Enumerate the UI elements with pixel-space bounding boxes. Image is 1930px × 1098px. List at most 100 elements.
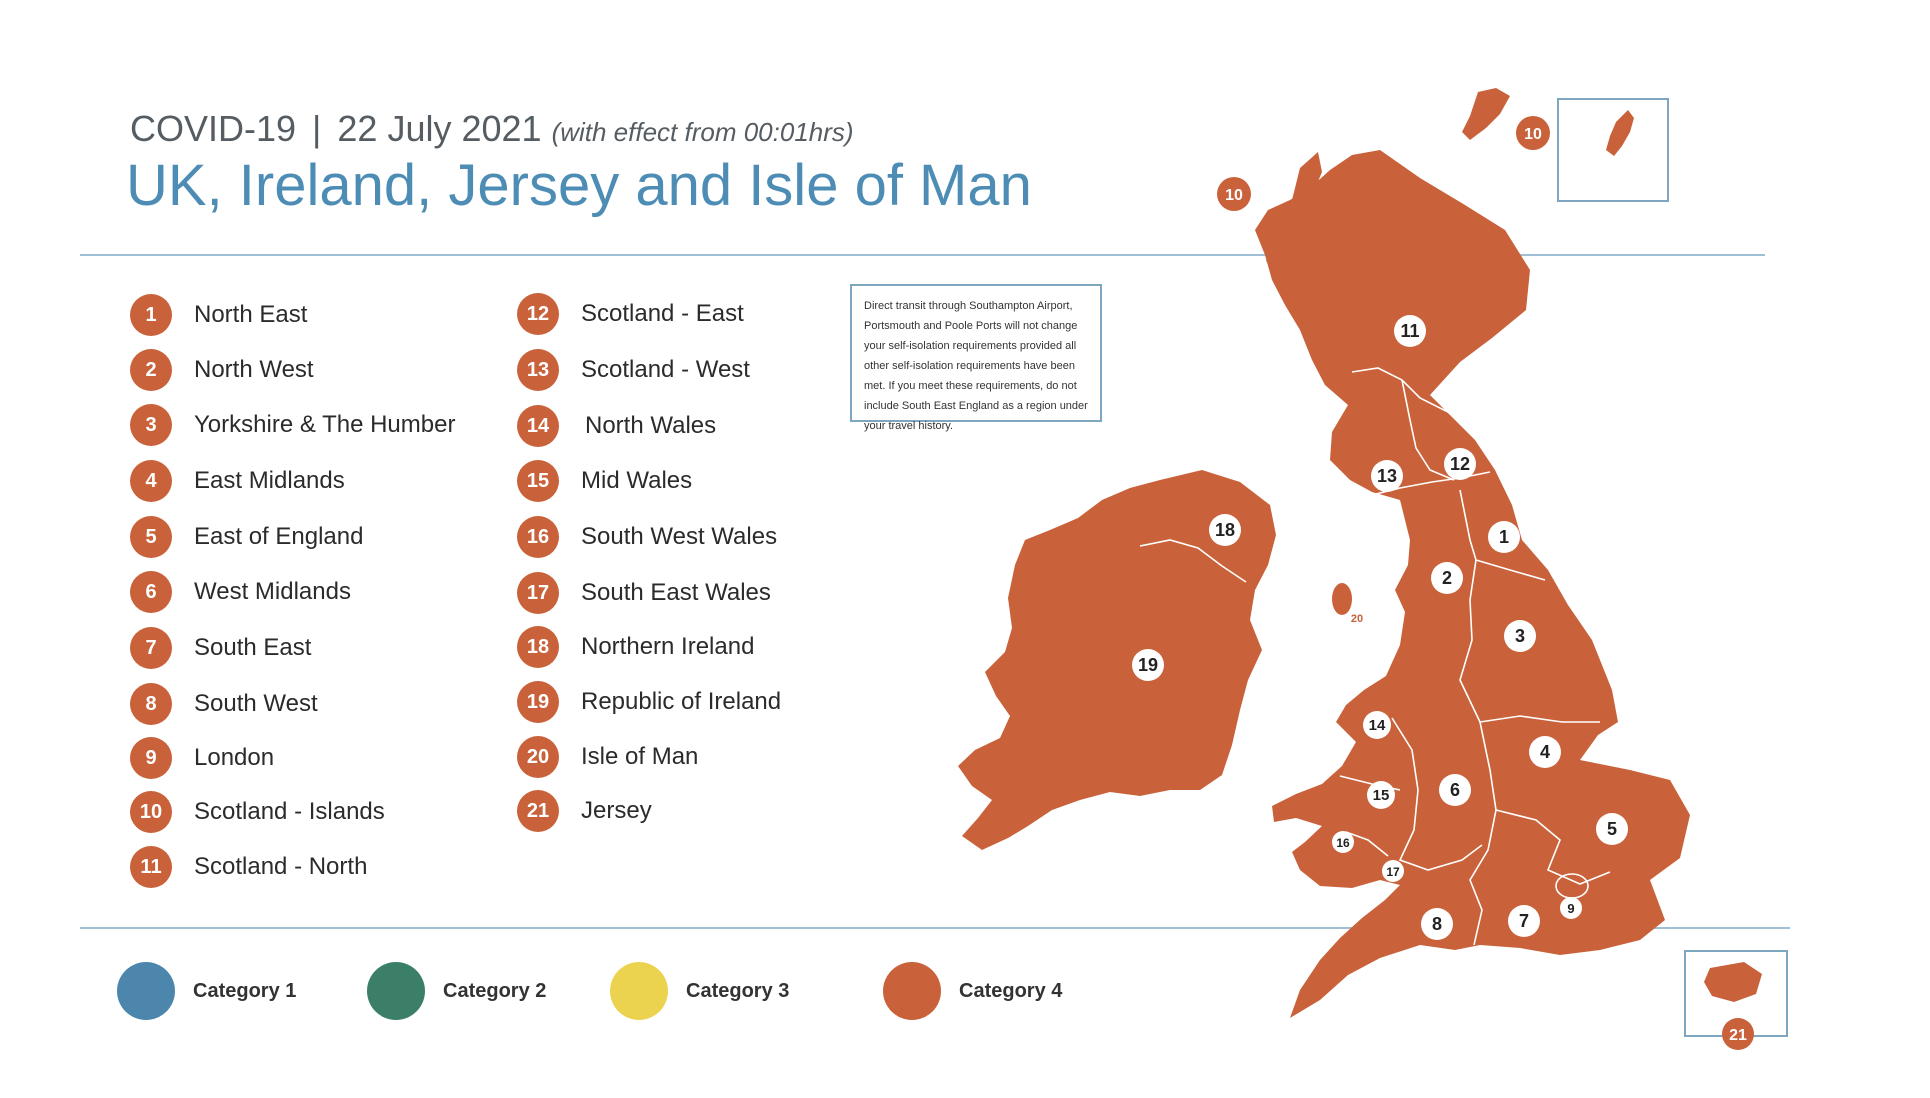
region-label: North Wales	[585, 412, 717, 439]
map-marker-20-label: 20	[1351, 613, 1363, 625]
map-marker-10-western-isles: 10	[1217, 177, 1251, 211]
region-label: London	[194, 744, 275, 771]
region-number-badge: 7	[130, 627, 172, 669]
jersey-inset-island	[1704, 962, 1762, 1002]
ireland-landmass	[958, 470, 1276, 850]
map-marker-19: 19	[1132, 649, 1164, 681]
region-number-badge: 1	[130, 294, 172, 336]
legend-item-north-wales: 14 North Wales	[517, 403, 716, 449]
legend-item-west-midlands: 6 West Midlands	[130, 569, 351, 615]
bottom-divider	[80, 927, 1790, 929]
category-1-label: Category 1	[193, 979, 297, 1002]
category-3-label: Category 3	[686, 979, 790, 1002]
border-scotland-north	[1351, 367, 1471, 431]
map-marker-11-label: 11	[1400, 321, 1419, 341]
region-number-badge: 17	[517, 572, 559, 614]
legend-item-south-east-wales: 17 South East Wales	[517, 570, 771, 616]
legend-item-south-west-wales: 16 South West Wales	[517, 514, 777, 560]
map-marker-10-shetland: 10	[1516, 116, 1550, 150]
map-marker-3-label: 3	[1515, 626, 1525, 646]
map-marker-16: 16	[1332, 831, 1354, 853]
map-marker-7: 7	[1508, 905, 1540, 937]
region-markers: 1 2 3 4 5 6 7 8	[1132, 116, 1754, 1050]
map-marker-18: 18	[1209, 514, 1241, 546]
region-number-badge: 2	[130, 349, 172, 391]
region-label: East Midlands	[194, 467, 345, 494]
region-number-badge: 20	[517, 736, 559, 778]
effect-note: (with effect from 00:01hrs)	[551, 117, 854, 147]
border-east-south-east	[1495, 809, 1611, 885]
region-number-badge: 5	[130, 516, 172, 558]
map-marker-19-label: 19	[1138, 655, 1158, 675]
orkney-shetland-landmass	[1462, 88, 1510, 140]
category-4-swatch	[883, 962, 941, 1020]
category-4-legend: Category 4	[883, 962, 1062, 1020]
category-3-swatch	[610, 962, 668, 1020]
border-north-west-yorkshire	[1459, 559, 1481, 723]
map-marker-14: 14	[1363, 711, 1391, 739]
map-marker-17-label: 17	[1386, 865, 1400, 879]
border-midlands-west	[1469, 721, 1497, 946]
isle-of-man-landmass	[1332, 583, 1352, 615]
region-label: Republic of Ireland	[581, 688, 782, 715]
map-marker-12: 12	[1444, 448, 1476, 480]
category-2-swatch	[367, 962, 425, 1020]
map-title: UK, Ireland, Jersey and Isle of Man	[126, 153, 1032, 218]
legend-item-jersey: 21 Jersey	[517, 788, 652, 834]
region-label: Northern Ireland	[581, 633, 755, 660]
region-number-badge: 18	[517, 626, 559, 668]
border-london	[1555, 873, 1589, 899]
legend-item-scotland-west: 13 Scotland - West	[517, 347, 750, 393]
region-number-badge: 10	[130, 791, 172, 833]
legend-item-northern-ireland: 18 Northern Ireland	[517, 624, 754, 670]
category-4-label: Category 4	[959, 979, 1063, 1002]
region-number-badge: 8	[130, 683, 172, 725]
region-label: South East Wales	[581, 579, 771, 606]
region-number-badge: 3	[130, 404, 172, 446]
map-marker-14-label: 14	[1369, 717, 1386, 734]
map-marker-3: 3	[1504, 620, 1536, 652]
region-number-badge: 15	[517, 460, 559, 502]
map-marker-12-label: 12	[1450, 454, 1470, 474]
map-marker-6: 6	[1439, 774, 1471, 806]
region-label: Scotland - Islands	[194, 798, 385, 825]
legend-item-scotland-islands: 10 Scotland - Islands	[130, 789, 385, 835]
category-2-label: Category 2	[443, 979, 547, 1002]
map-marker-21: 21	[1722, 1018, 1754, 1050]
map-marker-9-label: 9	[1567, 901, 1574, 916]
region-label: West Midlands	[194, 578, 351, 605]
western-isles-landmass	[1266, 152, 1322, 262]
legend-item-north-west: 2 North West	[130, 347, 314, 393]
map-marker-13: 13	[1371, 460, 1403, 492]
legend-item-mid-wales: 15 Mid Wales	[517, 458, 692, 504]
date-label: 22 July 2021	[337, 108, 542, 149]
map-marker-18-label: 18	[1215, 520, 1235, 540]
legend-item-scotland-east: 12 Scotland - East	[517, 291, 744, 337]
map-marker-8: 8	[1421, 908, 1453, 940]
legend-item-london: 9 London	[130, 735, 274, 781]
map-marker-8-label: 8	[1432, 914, 1442, 934]
map-marker-13-label: 13	[1377, 466, 1397, 486]
region-number-badge: 6	[130, 571, 172, 613]
map-marker-7-label: 7	[1519, 911, 1529, 931]
region-number-badge: 4	[130, 460, 172, 502]
map-marker-2-label: 2	[1442, 568, 1452, 588]
map-marker-4: 4	[1529, 736, 1561, 768]
border-northern-ireland	[1139, 539, 1247, 583]
map-marker-6-label: 6	[1450, 780, 1460, 800]
map-marker-5: 5	[1596, 813, 1628, 845]
region-number-badge: 21	[517, 790, 559, 832]
map-marker-10-western-isles-label: 10	[1225, 187, 1243, 204]
region-label: North East	[194, 301, 308, 328]
region-label: Jersey	[581, 797, 652, 824]
region-number-badge: 19	[517, 681, 559, 723]
region-label: South West	[194, 690, 318, 717]
region-number-badge: 13	[517, 349, 559, 391]
map-marker-17: 17	[1382, 860, 1404, 882]
map-marker-11: 11	[1394, 315, 1426, 347]
shetland-inset-island	[1606, 110, 1634, 156]
top-divider	[80, 254, 1765, 256]
map-marker-5-label: 5	[1607, 819, 1617, 839]
region-number-badge: 14	[517, 405, 559, 447]
